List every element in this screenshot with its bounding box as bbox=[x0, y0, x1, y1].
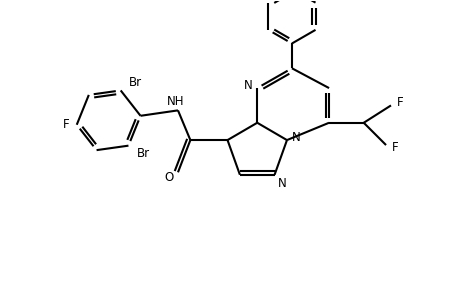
Text: N: N bbox=[291, 131, 300, 144]
Text: Br: Br bbox=[136, 147, 150, 160]
Text: F: F bbox=[391, 141, 397, 154]
Text: Br: Br bbox=[129, 76, 142, 89]
Text: N: N bbox=[243, 79, 252, 92]
Text: F: F bbox=[62, 118, 69, 131]
Text: NH: NH bbox=[167, 95, 184, 108]
Text: N: N bbox=[277, 177, 286, 190]
Text: O: O bbox=[164, 171, 174, 184]
Text: F: F bbox=[396, 96, 403, 110]
